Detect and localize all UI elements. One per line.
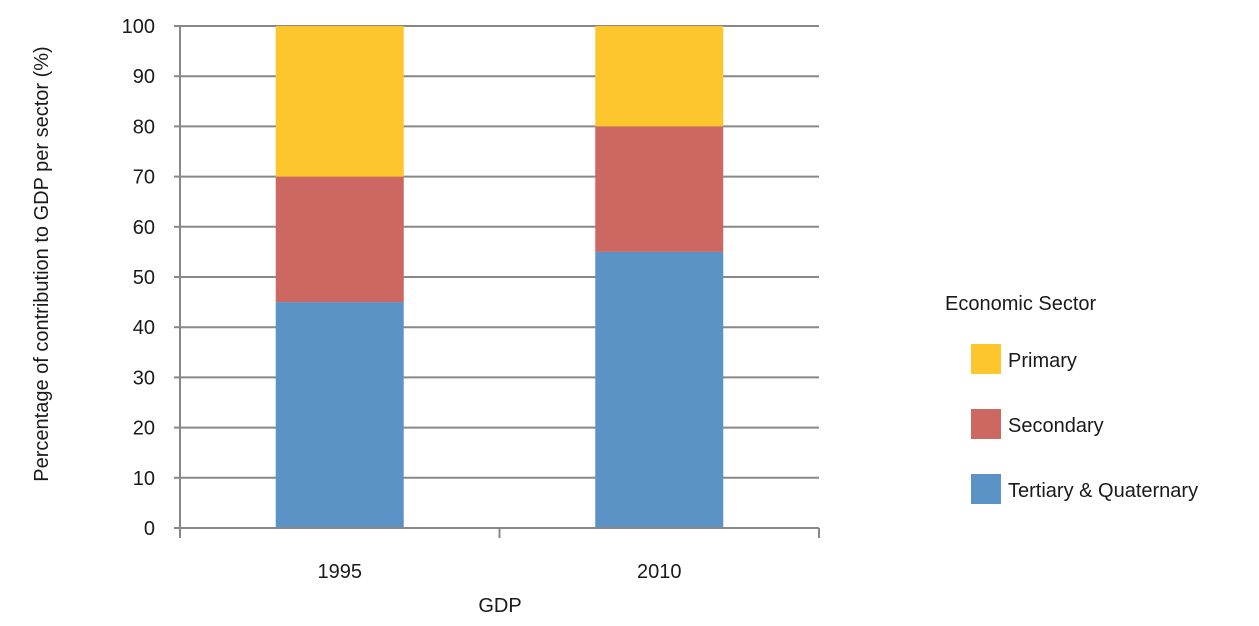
legend-items: Primary Secondary Tertiary & Quaternary (971, 344, 1198, 504)
legend-swatch-primary (971, 344, 1001, 374)
bar-segment-1995-secondary (275, 176, 404, 303)
bar-segment-2010-primary (595, 26, 724, 127)
y-tick-label: 30 (133, 367, 155, 389)
y-tick-label: 50 (133, 267, 155, 289)
legend-label: Secondary (1008, 415, 1104, 437)
y-tick-label: 80 (133, 116, 155, 138)
bar-segment-1995-tertiary-quaternary (275, 302, 404, 528)
y-tick-label: 20 (133, 418, 155, 440)
legend: Economic Sector Primary Secondary Tertiary… (945, 293, 1198, 504)
x-tick-label: 2010 (637, 561, 682, 583)
axes (179, 26, 820, 538)
y-tick-label: 100 (122, 16, 155, 38)
legend-swatch-secondary (971, 409, 1001, 439)
y-tick-label: 70 (133, 167, 155, 189)
legend-label: Primary (1008, 350, 1077, 372)
bar-segment-2010-tertiary-quaternary (595, 251, 724, 528)
x-axis-title: GDP (478, 595, 521, 617)
legend-swatch-tertiary-quaternary (971, 474, 1001, 504)
legend-title: Economic Sector (945, 293, 1097, 315)
y-tick-label: 90 (133, 66, 155, 88)
legend-label: Tertiary & Quaternary (1008, 480, 1198, 502)
x-tick-labels: 1995 2010 (318, 561, 682, 583)
x-tick-label: 1995 (318, 561, 363, 583)
y-tick-label: 40 (133, 317, 155, 339)
y-tick-labels: 0 10 20 30 40 50 60 70 80 90 100 (122, 16, 155, 540)
y-axis-title: Percentage of contribution to GDP per se… (31, 46, 53, 481)
bars (275, 26, 724, 528)
y-tick-label: 60 (133, 217, 155, 239)
bar-segment-2010-secondary (595, 126, 724, 252)
y-tick-label: 0 (144, 518, 155, 540)
y-tick-label: 10 (133, 468, 155, 490)
bar-segment-1995-primary (275, 26, 404, 177)
